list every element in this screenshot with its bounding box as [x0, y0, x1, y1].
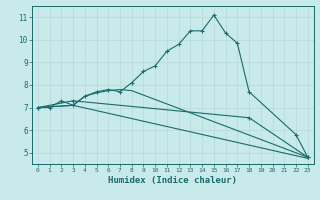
X-axis label: Humidex (Indice chaleur): Humidex (Indice chaleur)	[108, 176, 237, 185]
